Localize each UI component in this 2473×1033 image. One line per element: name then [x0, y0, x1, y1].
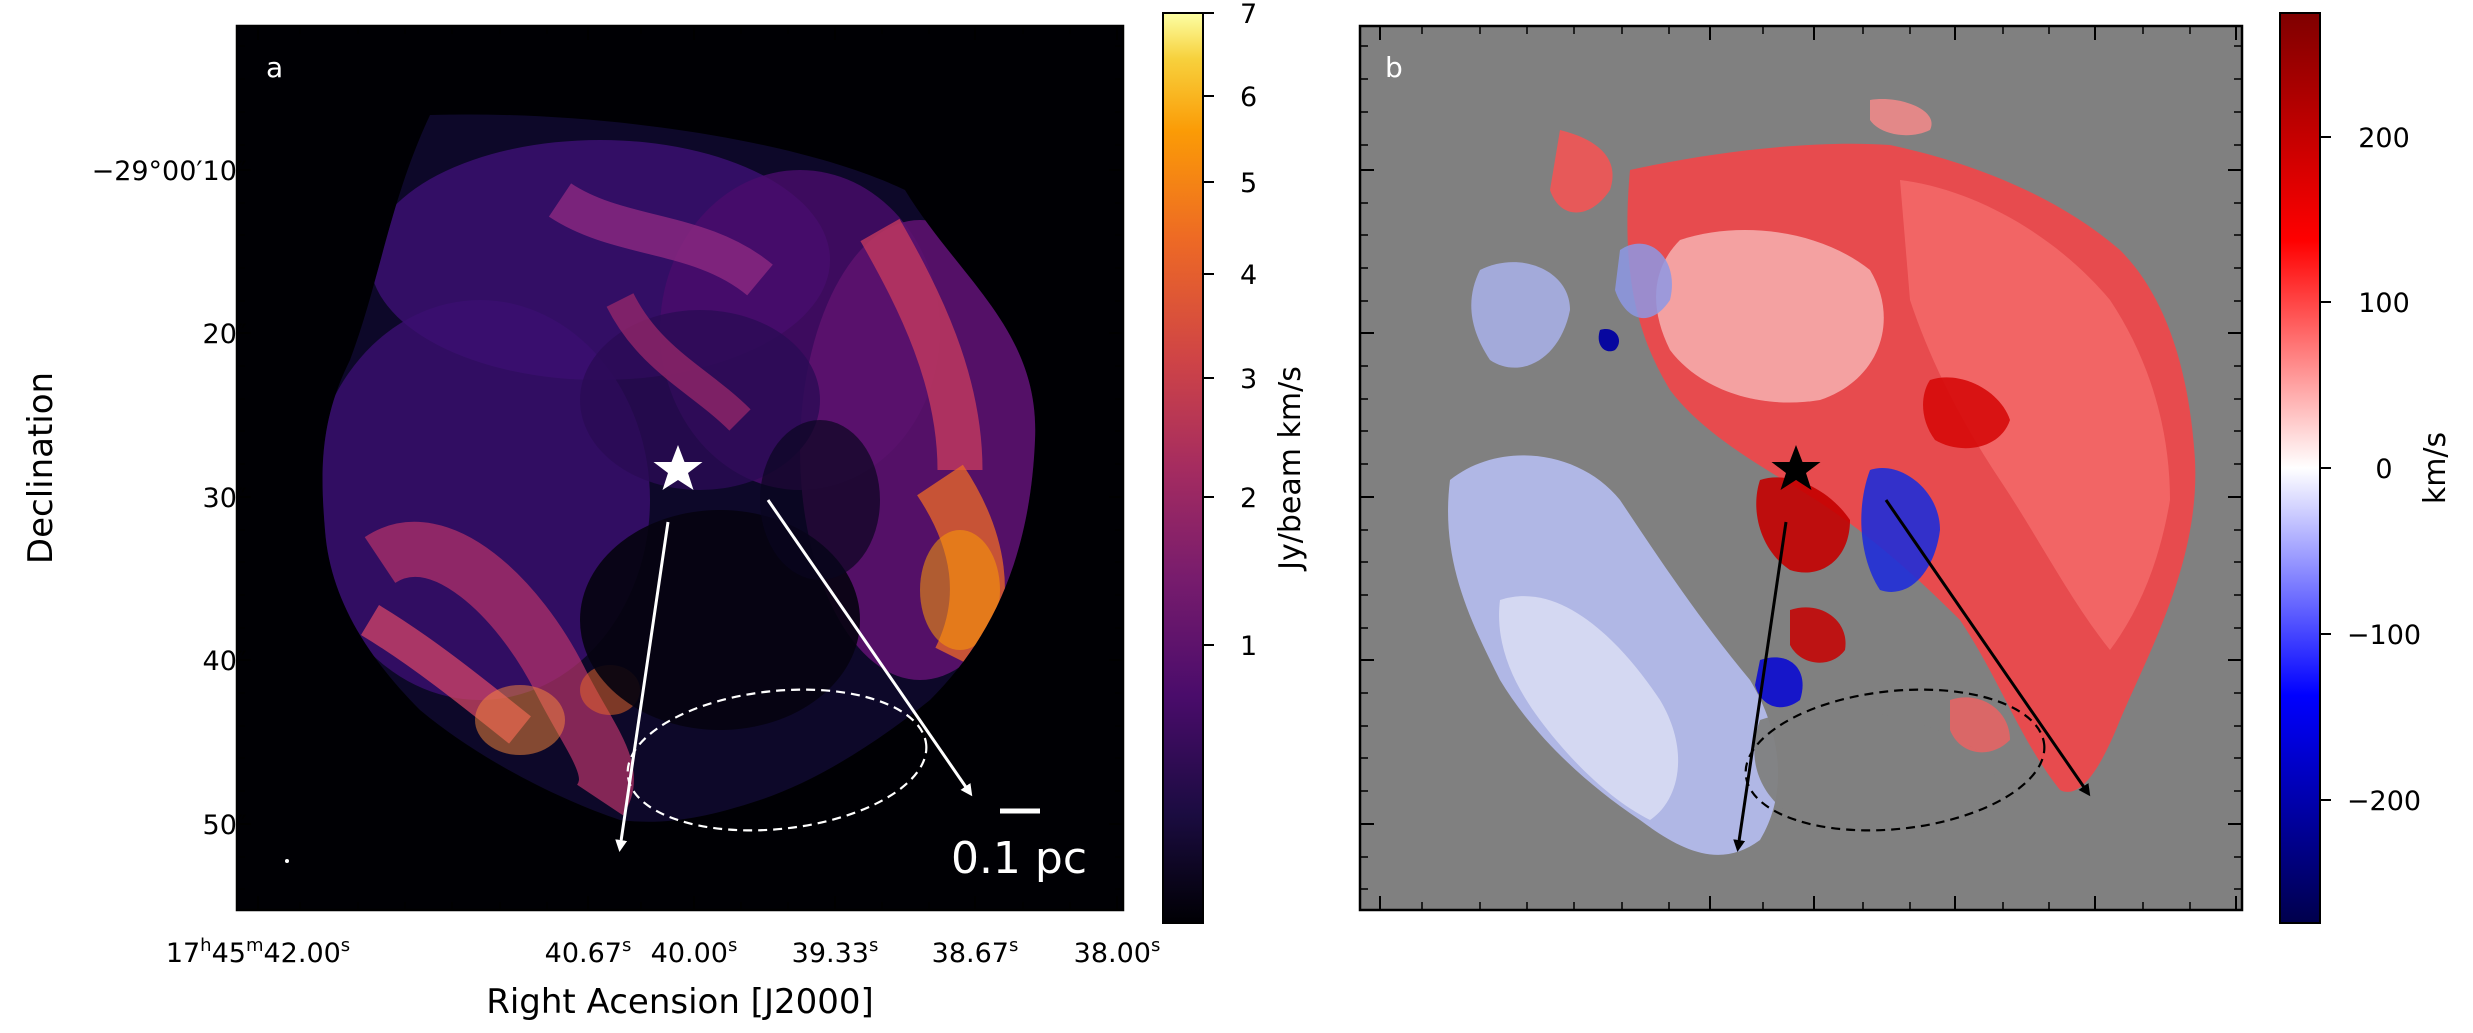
y-tick-label: 20″	[203, 319, 247, 350]
panel-a-x-ticks	[257, 26, 1118, 910]
colorbar-a-gradient	[1162, 12, 1204, 924]
colorbar-tick-label: 7	[1240, 0, 1257, 30]
colorbar-b: 200 100 0 −100 −200 km/s	[2279, 12, 2453, 924]
panel-a-y-tick-labels: −29°00′10″ 20″ 30″ 40″ 50″	[92, 156, 247, 841]
star-marker-a	[653, 445, 703, 490]
panel-b: b	[1358, 24, 2244, 912]
x-tick-label: 38.00s	[1074, 935, 1161, 969]
star-marker-b	[1771, 445, 1821, 490]
panel-a-frame	[235, 24, 1125, 912]
colorbar-tick-label: −200	[2347, 786, 2421, 817]
y-tick-label: 40″	[203, 646, 247, 677]
panel-a-x-minor-ticks	[299, 26, 1071, 910]
panel-b-label: b	[1385, 51, 1403, 84]
scalebar-label: 0.1 pc	[951, 833, 1087, 884]
colorbar-tick-label: −100	[2347, 620, 2421, 651]
panel-b-ticks	[1360, 26, 2242, 910]
colorbar-tick-label: 1	[1240, 631, 1257, 662]
arrow-b-left	[1733, 521, 1788, 852]
arrow-b-right	[1884, 499, 2091, 797]
panel-a-y-minor-ticks	[237, 45, 1123, 890]
colorbar-tick-label: 4	[1240, 260, 1257, 291]
x-tick-label: 39.33s	[792, 935, 879, 969]
x-axis-label: Right Acension [J2000]	[486, 982, 874, 1022]
x-tick-label: 38.67s	[932, 935, 1019, 969]
arrow-a-right	[766, 499, 973, 797]
panel-b-minor-ticks	[1360, 26, 2242, 910]
x-tick-label: 40.00s	[651, 935, 738, 969]
y-tick-label: −29°00′10″	[92, 156, 247, 187]
colorbar-tick-label: 100	[2358, 288, 2410, 319]
region-ellipse-b	[1744, 688, 2046, 832]
region-ellipse-a	[626, 688, 928, 832]
panel-b-frame	[1358, 24, 2244, 912]
colorbar-tick-label: 3	[1240, 364, 1257, 395]
colorbar-tick-label: 2	[1240, 483, 1257, 514]
panel-a-x-tick-labels: 17h45m42.00s 40.67s 40.00s 39.33s 38.67s…	[166, 935, 1161, 969]
panel-a-y-ticks	[237, 169, 1123, 825]
colorbar-b-gradient	[2279, 12, 2321, 924]
colorbar-tick-label: 6	[1240, 82, 1257, 113]
x-tick-label: 40.67s	[545, 935, 632, 969]
colorbar-b-tick-labels: 200 100 0 −100 −200	[2347, 123, 2421, 817]
colorbar-a-tick-labels: 7 6 5 4 3 2 1	[1240, 0, 1257, 662]
colorbar-tick-label: 0	[2375, 454, 2392, 485]
colorbar-tick-label: 5	[1240, 168, 1257, 199]
colorbar-b-label: km/s	[2418, 432, 2453, 504]
arrow-a-left	[615, 521, 670, 852]
y-tick-label: 50″	[203, 810, 247, 841]
colorbar-a: 7 6 5 4 3 2 1 Jy/beam km/s	[1162, 0, 1308, 924]
colorbar-tick-label: 200	[2358, 123, 2410, 154]
y-tick-label: 30″	[203, 483, 247, 514]
panel-a-label: a	[266, 51, 283, 84]
beam-marker	[285, 859, 289, 863]
panel-a: 0.1 pc a	[21, 24, 1161, 1022]
y-axis-label: Declination	[21, 372, 61, 564]
colorbar-a-label: Jy/beam km/s	[1273, 366, 1308, 572]
panel-b-velocity-map	[1448, 99, 2196, 855]
x-tick-label: 17h45m42.00s	[166, 935, 350, 969]
